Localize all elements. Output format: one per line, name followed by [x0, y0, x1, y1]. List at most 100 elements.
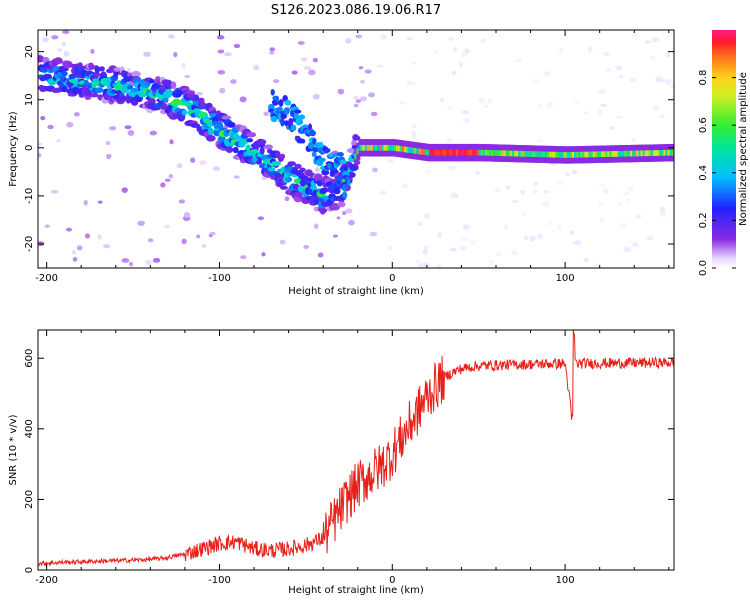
heatmap-cell — [40, 115, 46, 121]
heatmap-cell — [261, 176, 267, 181]
heatmap-cell — [659, 206, 665, 213]
heatmap-cell — [411, 124, 417, 129]
heatmap-cell — [38, 152, 42, 158]
heatmap-cell — [522, 212, 527, 217]
heatmap-cell — [437, 149, 442, 156]
heatmap-cell — [294, 163, 302, 169]
heatmap-cell — [531, 189, 538, 194]
heatmap-cell — [480, 149, 485, 156]
heatmap-cell — [522, 150, 527, 157]
heatmap-cell — [404, 146, 409, 153]
heatmap-cell — [455, 149, 460, 156]
heatmap-cell — [297, 41, 305, 45]
heatmap-cell — [351, 139, 357, 147]
heatmap-cell — [461, 237, 469, 242]
heatmap-cell — [147, 97, 156, 106]
heatmap-cell — [376, 64, 384, 68]
heatmap-cell — [446, 137, 453, 144]
heatmap-cell — [311, 151, 317, 158]
heatmap-cell — [520, 150, 525, 157]
heatmap-cell — [245, 144, 251, 152]
heatmap-cell — [426, 149, 431, 156]
heatmap-cell — [336, 216, 341, 220]
heatmap-cell — [399, 145, 404, 152]
heatmap-cell — [613, 151, 618, 157]
heatmap-cell — [495, 150, 500, 156]
heatmap-cell — [284, 196, 290, 202]
heatmap-cell — [127, 130, 135, 136]
heatmap-cell — [601, 151, 606, 158]
heatmap-cell — [160, 103, 168, 110]
heatmap-cell — [494, 186, 502, 193]
heatmap-cell — [640, 150, 645, 157]
heatmap-cell — [94, 87, 104, 94]
heatmap-cell — [219, 87, 226, 94]
heatmap-cell — [349, 172, 356, 178]
heatmap-cell — [119, 95, 128, 102]
spectrogram-xtick-label: -200 — [35, 273, 58, 284]
heatmap-cell — [501, 150, 506, 157]
heatmap-cell — [317, 252, 324, 258]
heatmap-cell — [420, 148, 425, 155]
heatmap-cell — [121, 258, 130, 263]
heatmap-cell — [181, 109, 188, 116]
heatmap-cell — [565, 152, 570, 158]
heatmap-cell — [631, 33, 638, 38]
heatmap-cell — [321, 208, 328, 213]
heatmap-cell — [661, 150, 666, 156]
heatmap-cell — [493, 150, 498, 156]
heatmap-cell — [451, 70, 457, 76]
heatmap-cell — [173, 51, 178, 58]
heatmap-cell — [395, 145, 400, 152]
snr-xlabel: Height of straight line (km) — [288, 585, 424, 596]
heatmap-cell — [113, 70, 119, 78]
heatmap-cell — [622, 191, 630, 196]
heatmap-cell — [221, 115, 232, 120]
heatmap-cell — [603, 188, 609, 194]
heatmap-cell — [181, 62, 186, 69]
heatmap-cell — [226, 121, 236, 128]
heatmap-cell — [611, 151, 616, 157]
heatmap-cell — [333, 188, 341, 195]
heatmap-cell — [105, 140, 111, 146]
heatmap-cell — [646, 236, 654, 241]
heatmap-cell — [279, 239, 286, 245]
heatmap-cell — [66, 227, 73, 232]
heatmap-cell — [615, 151, 620, 157]
heatmap-cell — [670, 84, 674, 88]
heatmap-cell — [164, 178, 171, 182]
heatmap-cell — [216, 35, 225, 40]
heatmap-cell — [457, 149, 462, 156]
heatmap-cell — [121, 187, 128, 194]
heatmap-cell — [596, 151, 601, 158]
heatmap-cell — [436, 264, 442, 268]
heatmap-cell — [383, 144, 388, 151]
heatmap-cell — [487, 149, 492, 156]
heatmap-cell — [319, 141, 324, 147]
snr-ytick-label: 0 — [24, 567, 35, 573]
heatmap-cell — [137, 220, 145, 226]
heatmap-cell — [131, 100, 138, 106]
heatmap-cell — [418, 148, 423, 155]
heatmap-cell — [358, 144, 363, 151]
heatmap-cell — [143, 51, 152, 57]
spectrogram-ytick-label: 0 — [24, 145, 35, 151]
heatmap-cell — [598, 89, 606, 94]
heatmap-cell — [542, 151, 547, 158]
heatmap-cell — [609, 126, 616, 130]
heatmap-cell — [642, 150, 647, 157]
heatmap-cell — [626, 186, 635, 192]
heatmap-cell — [477, 97, 486, 104]
heatmap-cell — [61, 42, 66, 47]
heatmap-cell — [313, 223, 319, 230]
heatmap-cell — [380, 34, 387, 40]
heatmap-cell — [518, 150, 523, 157]
heatmap-cell — [623, 246, 631, 253]
heatmap-cell — [258, 139, 267, 146]
heatmap-cell — [587, 46, 593, 52]
heatmap-cell — [561, 152, 566, 158]
heatmap-cell — [170, 81, 177, 89]
heatmap-cell — [411, 133, 417, 139]
heatmap-cell — [443, 149, 448, 156]
